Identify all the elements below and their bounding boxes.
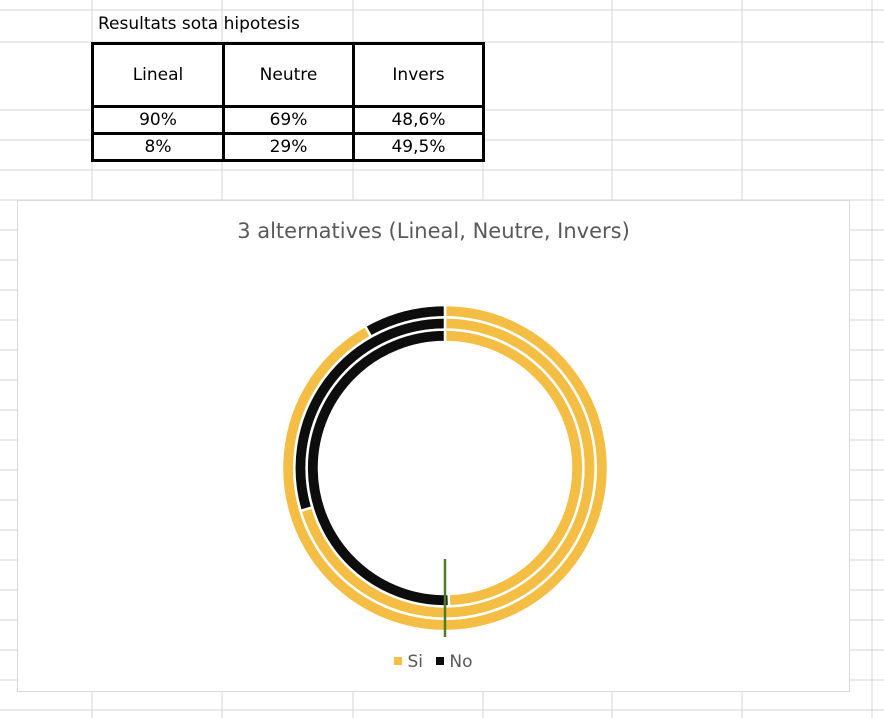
chart-title: 3 alternatives (Lineal, Neutre, Invers) <box>237 219 630 243</box>
legend-swatch-si <box>394 657 403 665</box>
chart-panel[interactable]: 3 alternatives (Lineal, Neutre, Invers) … <box>17 200 850 692</box>
table-cell[interactable]: 8% <box>91 132 225 162</box>
table-row: 90% 69% 48,6% <box>91 105 485 135</box>
legend-label-no: No <box>449 652 473 672</box>
chart-legend: Si No <box>18 652 849 672</box>
sheet-title-cell[interactable]: Resultats sota hipotesis <box>98 14 300 34</box>
table-cell[interactable]: 49,5% <box>352 132 485 162</box>
doughnut-chart <box>280 303 610 637</box>
legend-item-no: No <box>436 652 473 672</box>
results-table: Lineal Neutre Invers 90% 69% 48,6% 8% 29… <box>91 42 485 162</box>
legend-swatch-no <box>436 657 445 665</box>
header-cell-neutre[interactable]: Neutre <box>222 42 355 108</box>
table-row: 8% 29% 49,5% <box>91 132 485 162</box>
header-cell-lineal[interactable]: Lineal <box>91 42 225 108</box>
table-cell[interactable]: 48,6% <box>352 105 485 135</box>
header-cell-invers[interactable]: Invers <box>352 42 485 108</box>
table-header-row: Lineal Neutre Invers <box>91 42 485 108</box>
table-cell[interactable]: 69% <box>222 105 355 135</box>
table-cell[interactable]: 29% <box>222 132 355 162</box>
ring-invers-no-slice[interactable] <box>305 328 451 608</box>
legend-label-si: Si <box>407 652 423 672</box>
table-cell[interactable]: 90% <box>91 105 225 135</box>
legend-item-si: Si <box>394 652 423 672</box>
